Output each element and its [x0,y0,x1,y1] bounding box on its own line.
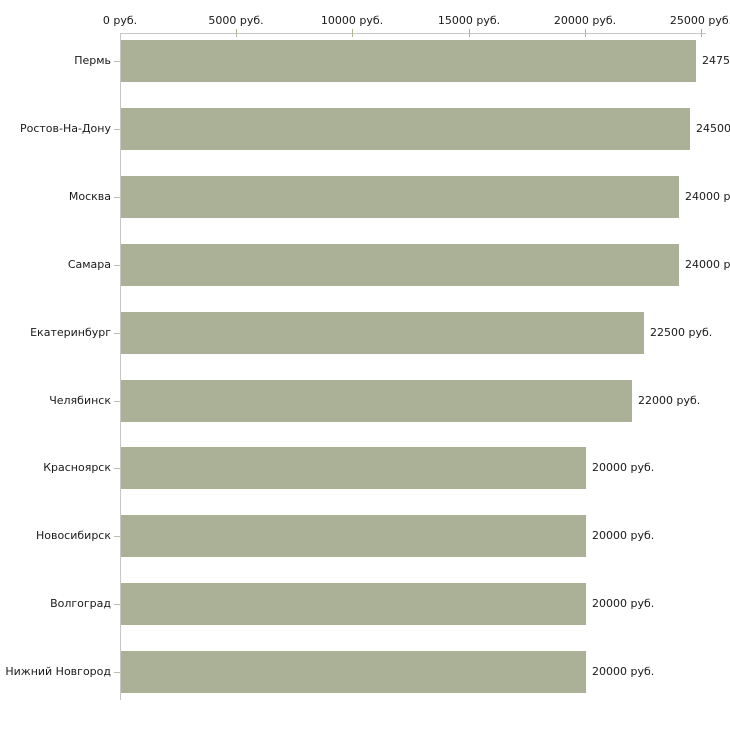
category-label: Пермь [74,54,111,67]
value-label: 24000 руб. [685,258,730,271]
bar [121,583,586,625]
category-tick [114,197,120,198]
category-label: Нижний Новгород [5,665,111,678]
category-tick [114,401,120,402]
x-axis-tick-label: 20000 руб. [553,14,617,27]
x-axis-tick [701,29,702,37]
x-axis-tick-label: 5000 руб. [208,14,264,27]
category-tick [114,604,120,605]
bar [121,244,679,286]
value-label: 20000 руб. [592,597,655,610]
bar [121,312,644,354]
category-tick [114,672,120,673]
category-label: Ростов-На-Дону [19,122,111,135]
value-label: 20000 руб. [592,461,655,474]
y-axis-line [120,33,121,700]
x-axis-tick [236,29,237,37]
bar [121,40,696,82]
value-label: 20000 руб. [592,529,655,542]
x-axis-tick-label: 15000 руб. [437,14,501,27]
category-tick [114,333,120,334]
bar [121,176,679,218]
category-label: Челябинск [49,394,111,407]
category-label: Волгоград [50,597,111,610]
bar [121,651,586,693]
bar [121,108,690,150]
value-label: 20000 руб. [592,665,655,678]
x-axis-tick-label: 10000 руб. [320,14,384,27]
category-tick [114,129,120,130]
value-label: 22500 руб. [650,326,713,339]
value-label: 24000 руб. [685,190,730,203]
x-axis-tick [469,29,470,37]
category-tick [114,536,120,537]
bar [121,380,632,422]
x-axis-tick [585,29,586,37]
category-tick [114,468,120,469]
value-label: 24500 руб. [696,122,730,135]
x-axis-tick-label: 0 руб. [102,14,138,27]
x-axis-tick-label: 25000 руб. [669,14,730,27]
category-label: Самара [67,258,111,271]
category-label: Екатеринбург [30,326,111,339]
category-label: Москва [68,190,111,203]
value-label: 24750 руб. [702,54,730,67]
value-label: 22000 руб. [638,394,701,407]
category-tick [114,265,120,266]
category-tick [114,61,120,62]
bar [121,515,586,557]
x-axis-line [120,33,706,34]
bar [121,447,586,489]
category-label: Новосибирск [35,529,111,542]
x-axis-tick [352,29,353,37]
category-label: Красноярск [43,461,111,474]
